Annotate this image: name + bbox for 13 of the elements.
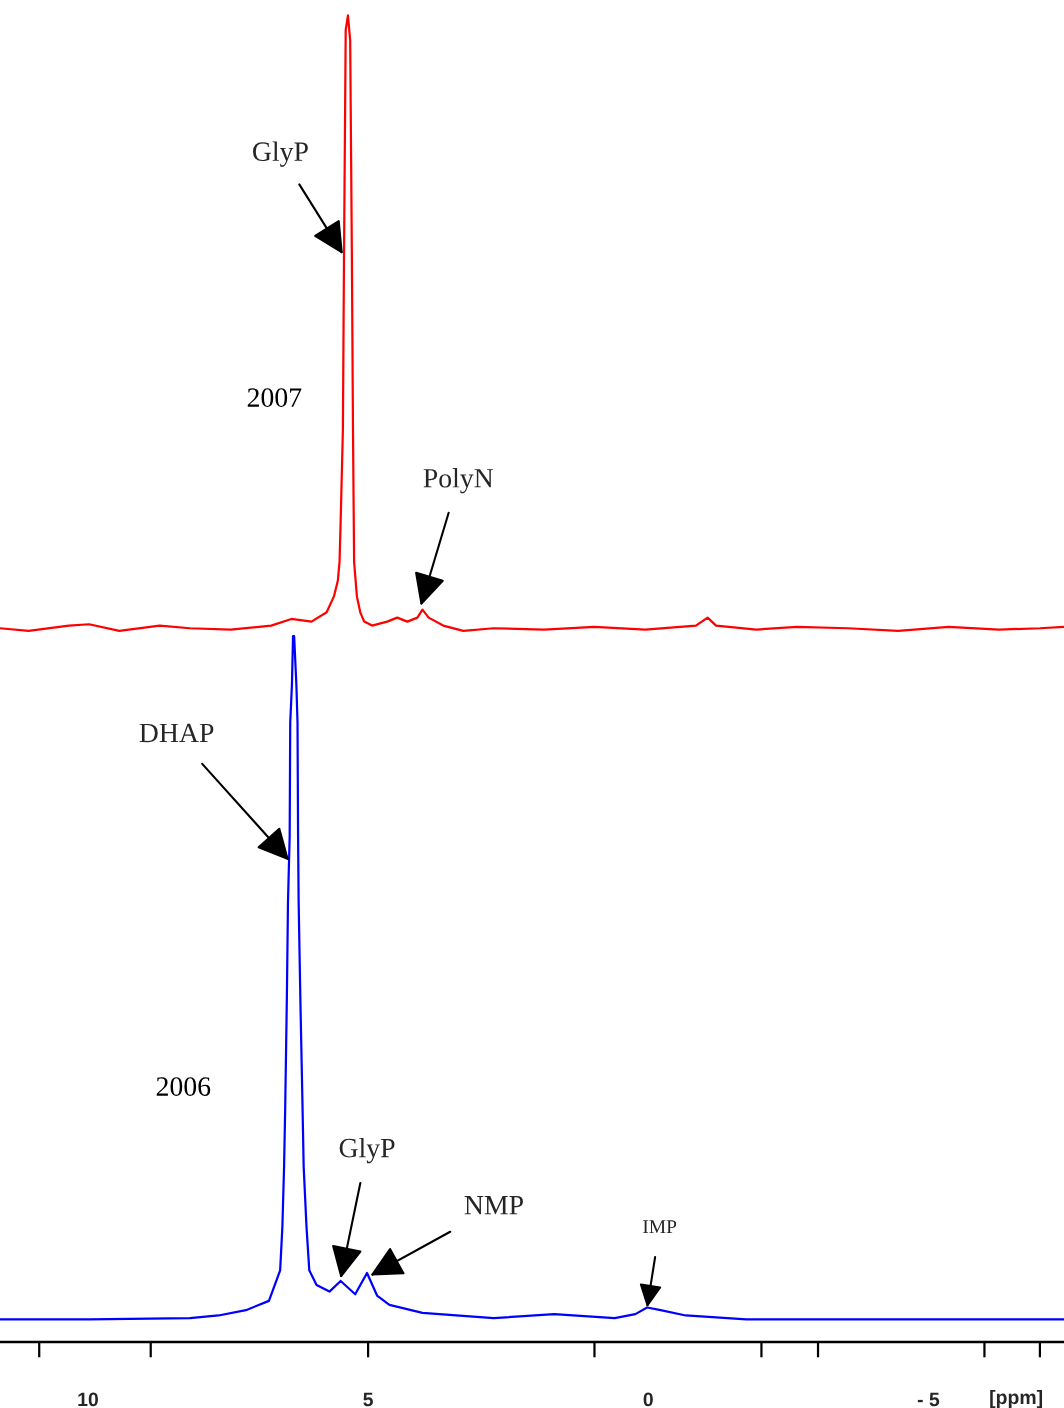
x-tick-label: 5: [363, 1392, 373, 1407]
text: 2006: [156, 1077, 211, 1096]
x-tick-label: - 5: [917, 1392, 940, 1407]
x-tick-label: 10: [78, 1392, 98, 1407]
x-tick-label: 0: [643, 1392, 653, 1407]
annotation: GlyP: [339, 1137, 395, 1164]
annotation: GlyP: [252, 141, 308, 167]
x-axis-title: [ppm]: [990, 1389, 1043, 1408]
series-label: 2007: [247, 388, 302, 407]
annotation: NMP: [464, 1196, 523, 1215]
annotation: DHAP: [139, 723, 214, 743]
annotation: PolyN: [423, 468, 494, 494]
annotation: IMP: [643, 1220, 677, 1234]
